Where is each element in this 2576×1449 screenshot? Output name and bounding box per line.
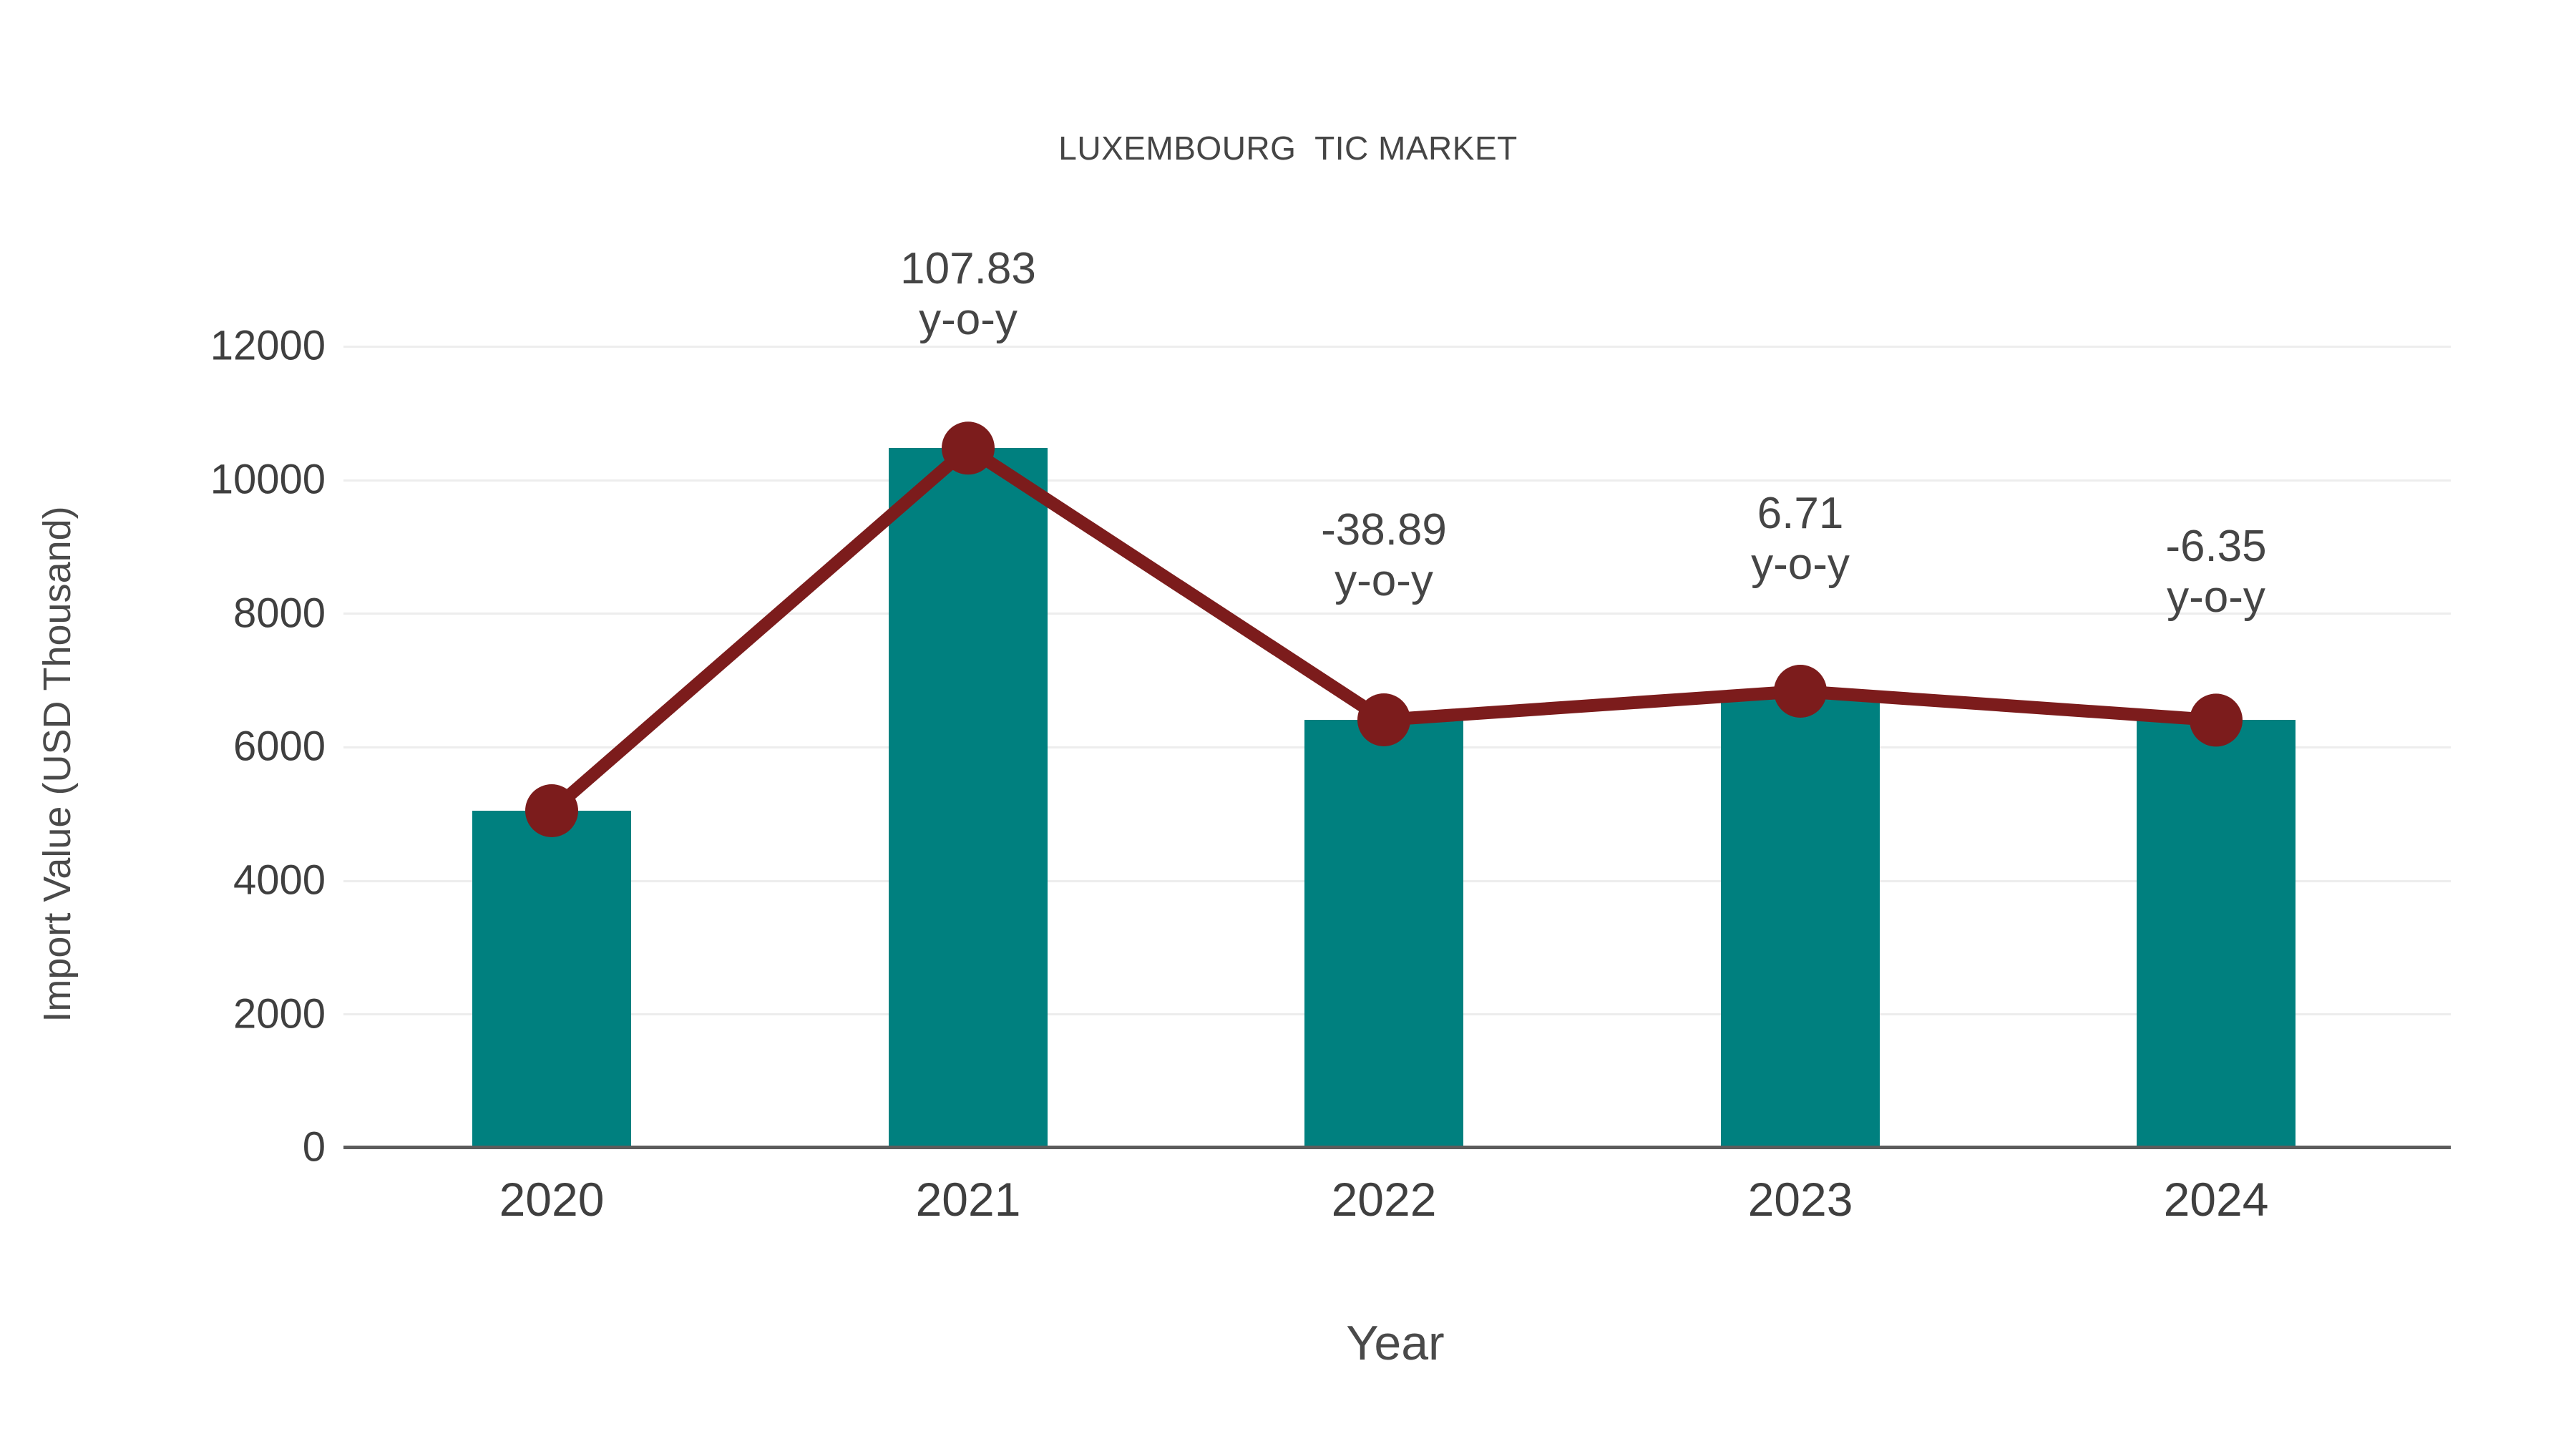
- bar-2020[interactable]: [472, 810, 631, 1147]
- y-tick-label-12000: 12000: [210, 322, 326, 369]
- y-tick-label-0: 0: [302, 1123, 326, 1171]
- yoy-annotation-2021: 107.83 y-o-y: [753, 243, 1183, 346]
- x-axis-title: Year: [1346, 1316, 1445, 1370]
- chart-title: LUXEMBOURG TIC MARKET: [1058, 130, 1518, 167]
- x-tick-label-2023: 2023: [1747, 1173, 1853, 1226]
- gridline-12000: [343, 346, 2451, 348]
- yoy-value-2021: 107.83: [900, 244, 1036, 293]
- x-tick-label-2024: 2024: [2163, 1173, 2269, 1226]
- y-tick-label-4000: 4000: [233, 857, 326, 904]
- yoy-caption-2021: y-o-y: [919, 295, 1018, 345]
- y-tick-label-6000: 6000: [233, 723, 326, 770]
- yoy-value-2022: -38.89: [1321, 505, 1447, 555]
- yoy-caption-2024: y-o-y: [2167, 572, 2265, 623]
- yoy-caption-2023: y-o-y: [1751, 540, 1850, 590]
- bar-2021[interactable]: [889, 448, 1048, 1147]
- y-tick-label-10000: 10000: [210, 456, 326, 503]
- yoy-value-2023: 6.71: [1757, 489, 1844, 538]
- bar-2023[interactable]: [1721, 691, 1880, 1147]
- yoy-caption-2022: y-o-y: [1335, 556, 1433, 606]
- gridline-10000: [343, 479, 2451, 482]
- bar-2022[interactable]: [1304, 720, 1463, 1147]
- yoy-value-2024: -6.35: [2165, 522, 2267, 571]
- y-tick-label-2000: 2000: [233, 990, 326, 1038]
- x-tick-label-2022: 2022: [1331, 1173, 1437, 1226]
- bar-2024[interactable]: [2137, 720, 2296, 1147]
- y-tick-label-8000: 8000: [233, 590, 326, 637]
- yoy-annotation-2022: -38.89 y-o-y: [1169, 504, 1599, 607]
- x-tick-label-2021: 2021: [915, 1173, 1021, 1226]
- yoy-annotation-2023: 6.71 y-o-y: [1586, 488, 2015, 590]
- plot-area: [343, 346, 2451, 1147]
- x-axis-line: [343, 1146, 2451, 1149]
- yoy-annotation-2024: -6.35 y-o-y: [2001, 521, 2431, 623]
- x-tick-label-2020: 2020: [499, 1173, 605, 1226]
